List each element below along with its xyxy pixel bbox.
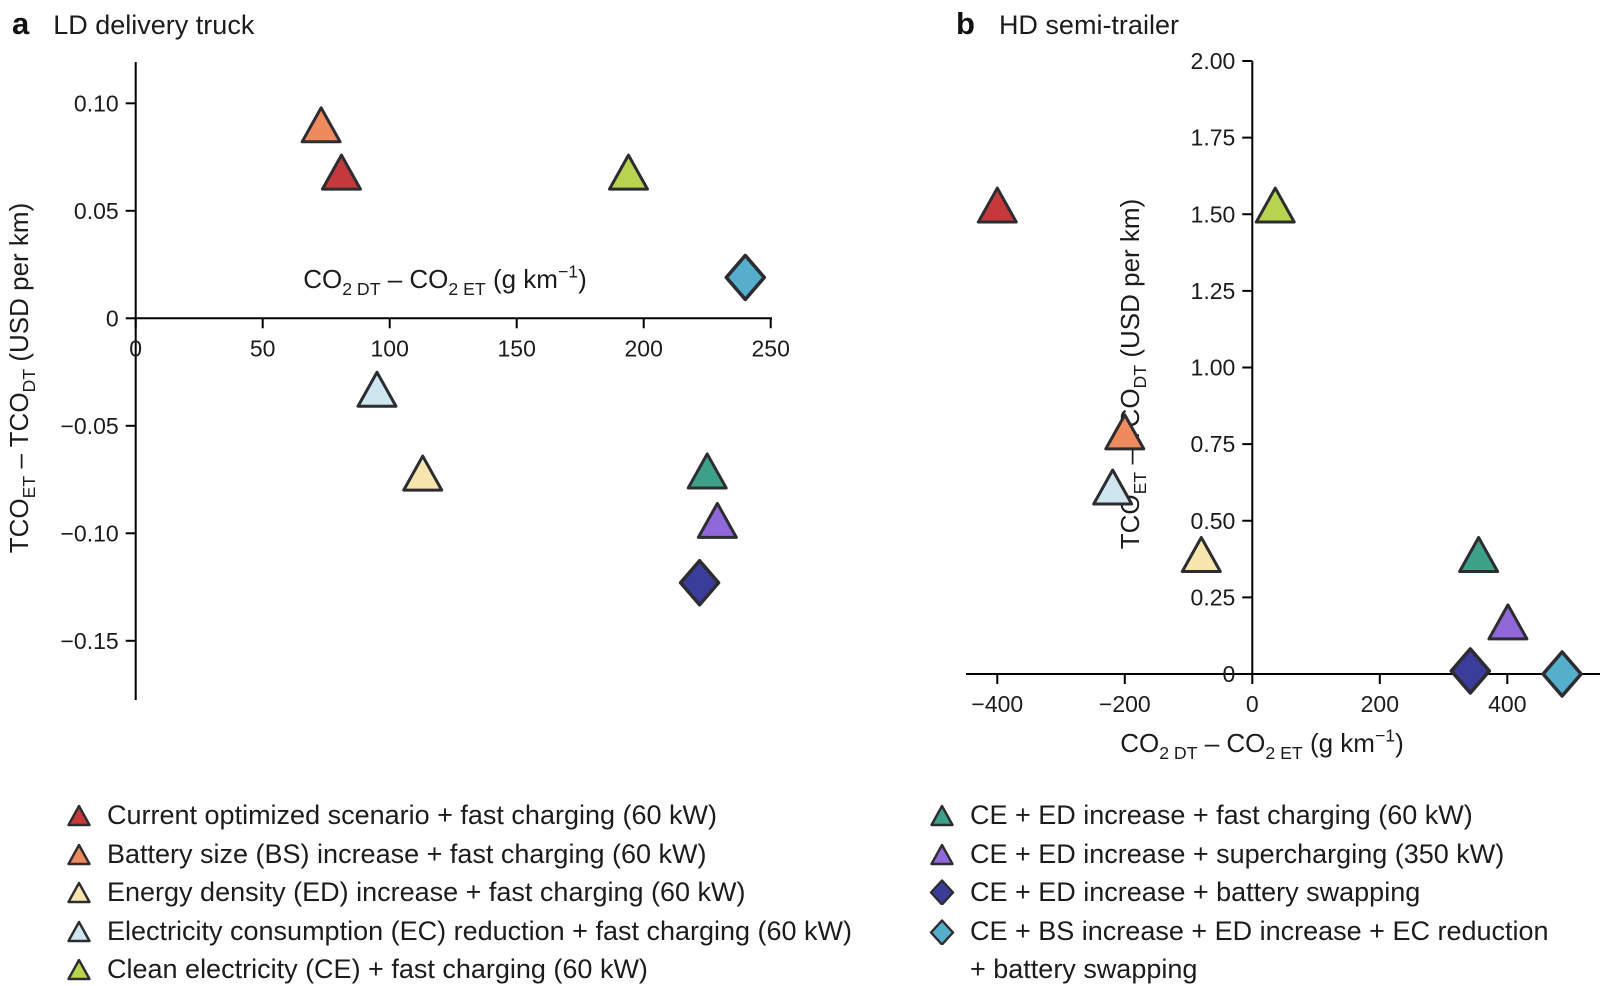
marker-a-ce-ed-super xyxy=(696,501,738,539)
marker-a-bs-increase xyxy=(300,106,342,144)
panel-a-header: a LD delivery truck xyxy=(12,6,254,42)
marker-a-ec-reduction xyxy=(356,370,398,408)
legend-marker-navy-diamond-icon xyxy=(929,879,955,906)
a-y-tick-label: 0.10 xyxy=(74,90,119,116)
a-y-axis-title: TCOET – TCODT (USD per km) xyxy=(4,203,39,554)
b-x-axis-title: CO2 DT – CO2 ET (g km−1) xyxy=(1120,726,1404,763)
panel-b-letter: b xyxy=(956,6,975,41)
marker-b-ce-ed-super xyxy=(1487,603,1529,641)
legend-item: CE + ED increase + supercharging (350 kW… xyxy=(929,835,1549,874)
legend-item: Battery size (BS) increase + fast chargi… xyxy=(66,835,852,874)
legend-item: CE + BS increase + ED increase + EC redu… xyxy=(929,912,1549,984)
marker-a-current-optimized xyxy=(320,153,362,191)
marker-b-current-optimized xyxy=(976,186,1018,224)
a-y-tick-label: 0 xyxy=(106,305,119,331)
marker-b-ec-reduction xyxy=(1092,468,1134,506)
a-y-tick-label: −0.05 xyxy=(60,413,118,439)
legend-marker-light_blue-triangle-icon xyxy=(67,920,91,942)
marker-a-clean-electricity xyxy=(607,153,649,191)
a-x-tick-label: 50 xyxy=(250,335,276,361)
legend-item: CE + ED increase + battery swapping xyxy=(929,873,1549,912)
a-y-tick-label: −0.10 xyxy=(60,520,118,546)
b-y-tick-label: 1.50 xyxy=(1191,201,1236,227)
b-y-tick-label: 2.00 xyxy=(1191,48,1236,74)
legend-label: CE + ED increase + fast charging (60 kW) xyxy=(970,800,1473,830)
marker-b-ed-increase xyxy=(1180,535,1222,573)
marker-b-bs-increase xyxy=(1104,413,1146,451)
marker-a-ed-increase xyxy=(402,454,444,492)
legend-item: CE + ED increase + fast charging (60 kW) xyxy=(929,796,1549,835)
b-y-tick-label: 0.50 xyxy=(1191,508,1236,534)
panel-a-letter: a xyxy=(12,6,30,41)
b-x-tick-label: 200 xyxy=(1361,691,1399,717)
legend-item: Clean electricity (CE) + fast charging (… xyxy=(66,950,852,986)
b-y-tick-label: 1.25 xyxy=(1191,278,1236,304)
b-x-tick-label: 0 xyxy=(1246,691,1259,717)
legend-label: Electricity consumption (EC) reduction +… xyxy=(107,915,853,946)
b-y-tick-label: 0.25 xyxy=(1191,584,1236,610)
marker-b-ce-bs-ed-ec-swap xyxy=(1541,650,1583,698)
legend-marker-cyan-diamond-icon xyxy=(929,918,955,945)
marker-b-clean-electricity xyxy=(1254,186,1296,224)
marker-b-ce-ed-fast xyxy=(1458,535,1500,573)
legend-teal-triangle-icon xyxy=(930,805,954,827)
panel-b-plot: −400 −200 0 200 400 2.00 1.75 1.50 1.25 1.00 0.75 0… xyxy=(966,48,1600,763)
legend-item: Energy density (ED) increase + fast char… xyxy=(66,873,852,912)
b-y-tick-label: 0 xyxy=(1223,661,1236,687)
legend-orange-triangle-icon xyxy=(67,843,91,865)
a-y-tick-label: −0.15 xyxy=(60,628,118,654)
marker-a-ce-ed-swap xyxy=(678,559,721,607)
legend-right-column: CE + ED increase + fast charging (60 kW)… xyxy=(929,796,1549,984)
legend-label-line2: + battery swapping xyxy=(970,954,1198,984)
a-x-tick-label: 0 xyxy=(129,335,142,361)
legend-marker-teal-triangle-icon xyxy=(930,805,954,827)
panel-a-title: LD delivery truck xyxy=(53,10,255,40)
a-y-tick-label: 0.05 xyxy=(74,198,119,224)
a-x-axis-title: CO2 DT – CO2 ET (g km−1) xyxy=(303,262,587,299)
legend-marker-red-triangle-icon xyxy=(67,805,91,827)
b-x-tick-label: −400 xyxy=(971,691,1023,717)
b-y-tick-label: 1.00 xyxy=(1191,355,1236,381)
legend-label: CE + ED increase + supercharging (350 kW… xyxy=(970,838,1505,869)
legend-label: Battery size (BS) increase + fast chargi… xyxy=(107,838,707,869)
legend-marker-orange-triangle-icon xyxy=(67,843,91,865)
b-y-tick-label: 0.75 xyxy=(1191,431,1236,457)
legend-light_blue-triangle-icon xyxy=(67,920,91,942)
marker-a-ce-ed-fast xyxy=(686,452,728,490)
a-x-tick-label: 150 xyxy=(498,335,536,361)
legend-label: Current optimized scenario + fast chargi… xyxy=(107,800,718,830)
legend-label: CE + BS increase + ED increase + EC redu… xyxy=(970,912,1549,986)
b-y-tick-label: 1.75 xyxy=(1191,125,1236,151)
legend-yellow_green-triangle-icon xyxy=(67,959,91,981)
legend-label: CE + ED increase + battery swapping xyxy=(970,877,1421,907)
legend-marker-purple-triangle-icon xyxy=(930,843,954,865)
legend-label: Energy density (ED) increase + fast char… xyxy=(107,877,746,907)
legend-pale_yellow-triangle-icon xyxy=(67,882,91,904)
marker-b-ce-ed-swap xyxy=(1449,647,1492,695)
legend-label: Clean electricity (CE) + fast charging (… xyxy=(107,954,648,984)
legend-cyan-diamond-icon xyxy=(929,918,955,945)
legend-marker-pale_yellow-triangle-icon xyxy=(67,882,91,904)
b-x-tick-label: −200 xyxy=(1099,691,1151,717)
legend-item: Current optimized scenario + fast chargi… xyxy=(66,796,852,835)
panel-a-plot: 0 50 100 150 200 250 0.10 0.05 0 −0.05 −0.10 −0.15 C… xyxy=(4,62,790,700)
legend-navy-diamond-icon xyxy=(929,879,955,906)
a-x-tick-label: 200 xyxy=(625,335,663,361)
marker-a-ce-bs-ed-ec-swap xyxy=(724,253,767,302)
legend-purple-triangle-icon xyxy=(930,843,954,865)
legend-red-triangle-icon xyxy=(67,805,91,827)
legend-left-column: Current optimized scenario + fast chargi… xyxy=(66,796,852,986)
a-x-tick-label: 100 xyxy=(371,335,409,361)
panel-b-title: HD semi-trailer xyxy=(998,10,1179,40)
panel-b-header: b HD semi-trailer xyxy=(956,6,1179,42)
a-x-tick-label: 250 xyxy=(752,335,790,361)
legend-item: Electricity consumption (EC) reduction +… xyxy=(66,912,852,951)
b-x-tick-label: 400 xyxy=(1488,691,1526,717)
legend-marker-yellow_green-triangle-icon xyxy=(67,959,91,981)
